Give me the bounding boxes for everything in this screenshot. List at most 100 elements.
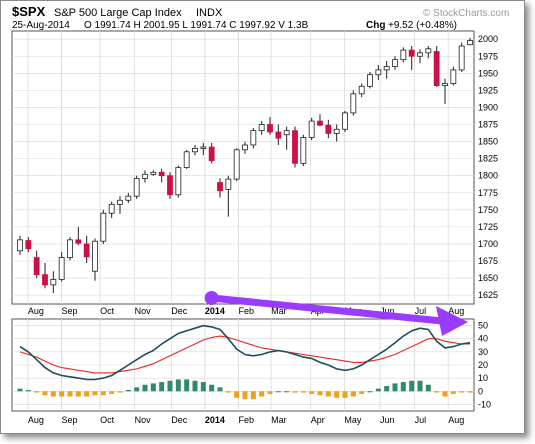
ticker-symbol: $SPX (12, 4, 46, 19)
macd-histogram-bar (209, 384, 215, 392)
candle-body (267, 124, 273, 133)
candle-body (383, 66, 390, 71)
candle-body (275, 131, 282, 139)
macd-histogram-bar (34, 391, 40, 393)
macd-histogram-bar (275, 391, 281, 393)
macd-histogram-bar (84, 391, 90, 397)
x-tick-label: Dec (171, 306, 188, 316)
candle-body (417, 52, 423, 57)
macd-histogram-bar (442, 391, 448, 397)
x-tick-label: Sep (61, 415, 77, 425)
candle-body (442, 83, 448, 86)
candle-body (408, 49, 415, 57)
macd-histogram-bar (234, 391, 240, 398)
candle-body (175, 167, 182, 196)
exchange-code: INDX (196, 7, 223, 19)
candle-body (33, 257, 40, 276)
macd-histogram-bar (159, 382, 165, 392)
candle-body (233, 149, 240, 180)
macd-histogram-bar (417, 380, 423, 392)
candle-body (308, 120, 315, 138)
macd-histogram-bar (167, 380, 173, 392)
x-tick-label: Oct (100, 415, 115, 425)
price-tick-label: 1675 (478, 256, 498, 266)
macd-histogram-bar (400, 382, 406, 392)
candle-body (258, 124, 265, 132)
macd-histogram-bar (92, 391, 98, 396)
candle-body (17, 239, 23, 252)
x-tick-label: Oct (100, 306, 115, 316)
macd-histogram-bar (450, 391, 456, 394)
candle-body (108, 203, 115, 214)
ohlc-readout: O 1991.74 H 2001.95 L 1991.74 C 1997.92 … (84, 20, 309, 31)
macd-tick-label: 40 (478, 334, 488, 344)
candle-body (325, 124, 332, 134)
macd-tick-label: 10 (478, 373, 488, 383)
change-value: +9.52 (+0.48%) (388, 20, 457, 31)
price-tick-label: 1800 (478, 171, 498, 181)
macd-histogram-bar (75, 391, 81, 397)
candle-body (467, 40, 473, 46)
x-tick-label: 2014 (205, 415, 225, 425)
arrow-shaft (208, 294, 446, 325)
macd-histogram-bar (42, 391, 48, 396)
macd-histogram-bar (284, 391, 290, 393)
macd-histogram-bar (250, 391, 256, 400)
macd-histogram-bar (192, 380, 198, 392)
macd-histogram-bar (267, 391, 273, 394)
price-tick-label: 1975 (478, 51, 498, 61)
candle-body (400, 49, 407, 61)
candle-body (50, 279, 57, 286)
macd-histogram-bar (359, 391, 365, 394)
x-tick-label: Aug (28, 415, 44, 425)
candle-body (150, 171, 157, 175)
candle-body (317, 120, 323, 126)
macd-histogram-bar (384, 386, 390, 392)
macd-histogram-bar (109, 391, 115, 394)
x-tick-label: Jun (380, 415, 395, 425)
candle-body (142, 173, 148, 179)
price-grid (12, 31, 474, 304)
candlestick-series (17, 37, 473, 294)
macd-histogram-bar (292, 391, 298, 393)
macd-histogram-bar (134, 387, 140, 392)
macd-histogram-bar (217, 387, 223, 392)
x-tick-label: Jun (380, 306, 395, 316)
price-tick-label: 1925 (478, 85, 498, 95)
macd-histogram-bar (392, 383, 398, 392)
divergence-arrow (204, 291, 468, 336)
x-tick-label: Nov (135, 306, 152, 316)
candle-body (350, 93, 357, 114)
price-tick-label: 1650 (478, 273, 498, 283)
macd-histogram-bar (409, 380, 415, 392)
candle-body (58, 257, 65, 280)
arrow-head (436, 306, 468, 336)
x-tick-label: Aug (28, 306, 44, 316)
price-date: 25-Aug-2014 (12, 20, 70, 31)
x-tick-label: Feb (239, 415, 255, 425)
candle-body (342, 112, 348, 130)
x-tick-label: Apr (311, 415, 325, 425)
macd-histogram-bar (425, 384, 431, 392)
macd-histogram-bar (325, 391, 331, 397)
signal-line (19, 335, 470, 374)
candle-body (25, 240, 32, 250)
macd-histogram-bar (200, 382, 206, 392)
candle-body (125, 195, 132, 201)
x-tick-label: Feb (239, 306, 255, 316)
candle-body (358, 85, 365, 95)
candle-body (392, 59, 398, 67)
macd-histogram-bar (67, 391, 73, 397)
candle-body (117, 199, 123, 205)
macd-histogram-bar (309, 391, 315, 394)
macd-line (19, 324, 471, 381)
candle-body (183, 151, 190, 168)
candle-body (158, 171, 165, 177)
macd-tick-label: 0 (478, 386, 483, 396)
candle-body (92, 240, 98, 272)
macd-tick-label: -10 (478, 399, 491, 409)
price-tick-label: 1725 (478, 222, 498, 232)
macd-histogram-bar (17, 388, 23, 392)
candle-body (192, 147, 198, 153)
